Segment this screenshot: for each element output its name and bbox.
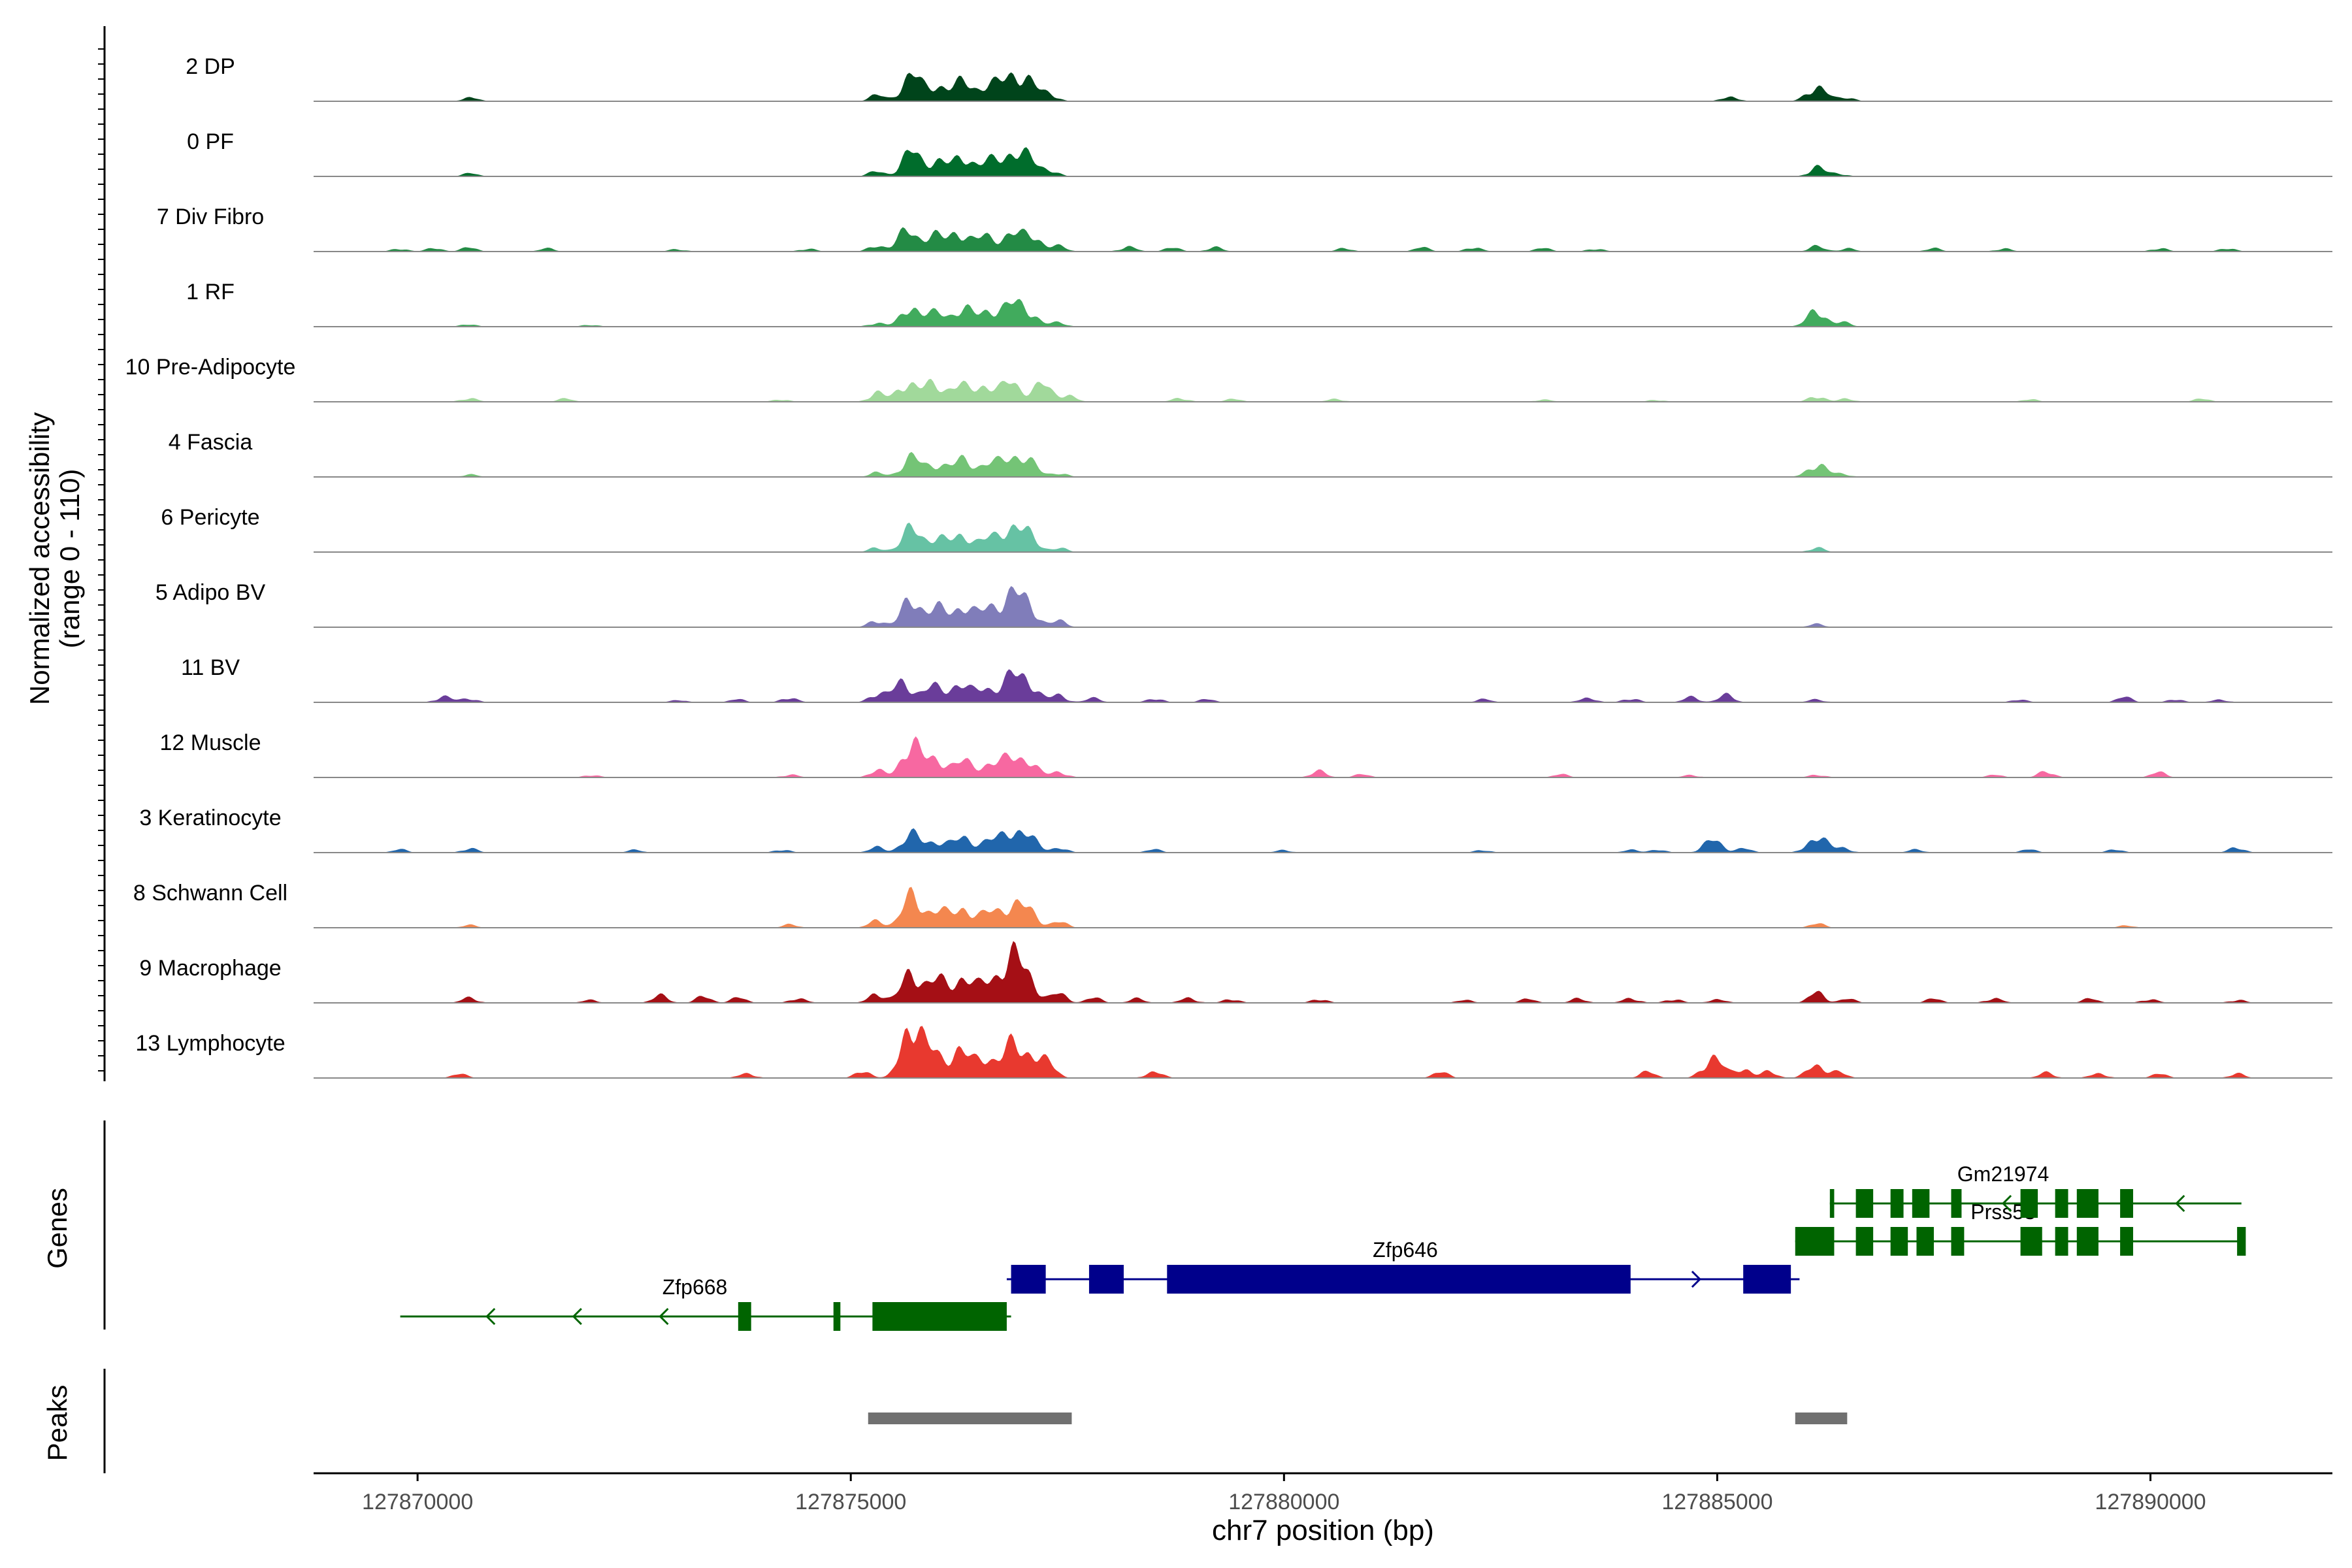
x-tick-label: 127885000	[1661, 1490, 1772, 1514]
gene-exon	[1890, 1227, 1908, 1256]
track-13-lymphocyte: 13 Lymphocyte	[135, 1026, 2332, 1079]
coverage-tracks: 2 DP 0 PF 7 Div Fibro 1 RF 10 Pre-Adipocyte 4…	[98, 26, 2332, 1081]
gene-exon	[2076, 1189, 2099, 1218]
gene-exon	[1011, 1265, 1046, 1294]
x-tick-label: 127875000	[795, 1490, 906, 1514]
track-label: 3 Keratinocyte	[139, 806, 281, 830]
track-8-schwann-cell: 8 Schwann Cell	[133, 881, 2332, 928]
coverage-area	[314, 522, 2332, 552]
gene-label: Gm21974	[1957, 1162, 2050, 1186]
strand-arrow	[1691, 1270, 1702, 1288]
strand-arrow	[485, 1307, 496, 1326]
peaks-panel	[103, 1369, 1848, 1473]
gene-exon	[2020, 1227, 2042, 1256]
track-label: 0 PF	[187, 129, 234, 154]
coverage-area	[314, 451, 2332, 477]
track-5-adipo-bv: 5 Adipo BV	[155, 580, 2332, 628]
coverage-area	[314, 736, 2332, 777]
coverage-area	[314, 586, 2332, 627]
track-label: 7 Div Fibro	[157, 204, 264, 229]
track-label: 6 Pericyte	[161, 505, 259, 530]
coverage-area	[314, 227, 2332, 252]
gene-exon	[2020, 1189, 2038, 1218]
track-label: 4 Fascia	[169, 430, 253, 455]
track-label: 9 Macrophage	[139, 956, 281, 981]
track-label: 2 DP	[186, 54, 235, 79]
peaks-panel-label: Peaks	[42, 1385, 73, 1462]
x-axis: 127870000 127875000 127880000 127885000 1278…	[314, 1472, 2332, 1514]
gene-label: Zfp668	[662, 1275, 728, 1299]
coverage-area	[314, 669, 2332, 702]
genes-panel-label: Genes	[42, 1188, 73, 1269]
strand-arrow	[572, 1307, 582, 1326]
gene-exon	[2120, 1227, 2133, 1256]
gene-zfp668: Zfp668	[400, 1275, 1011, 1331]
track-label: 8 Schwann Cell	[133, 881, 287, 906]
gene-exon	[1855, 1227, 1874, 1256]
track-label: 10 Pre-Adipocyte	[125, 355, 296, 380]
track-7-div-fibro: 7 Div Fibro	[157, 204, 2332, 252]
y-axis-title-line1: Normalized accessibility	[24, 412, 55, 705]
gene-exon	[2055, 1189, 2068, 1218]
coverage-area	[314, 72, 2332, 101]
coverage-area	[314, 147, 2332, 176]
gene-exon	[1167, 1265, 1631, 1294]
gene-exon	[1088, 1265, 1124, 1294]
strand-arrow	[2175, 1194, 2185, 1213]
gene-exon	[1951, 1189, 1962, 1218]
x-tick-label: 127880000	[1228, 1490, 1339, 1514]
gene-exon	[1855, 1189, 1874, 1218]
coverage-area	[314, 378, 2332, 402]
x-tick-label: 127890000	[2095, 1490, 2206, 1514]
gene-exon	[1951, 1227, 1965, 1256]
x-axis-title: chr7 position (bp)	[1212, 1514, 1434, 1546]
track-10-pre-adipocyte: 10 Pre-Adipocyte	[125, 355, 2332, 402]
track-label: 13 Lymphocyte	[135, 1031, 285, 1056]
strand-arrow	[659, 1307, 669, 1326]
track-2-dp: 2 DP	[186, 54, 2332, 102]
gene-zfp646: Zfp646	[1006, 1238, 1800, 1294]
gene-exon	[2120, 1189, 2133, 1218]
track-0-pf: 0 PF	[187, 129, 2332, 177]
y-axis-title-line2: (range 0 - 110)	[54, 469, 85, 649]
gene-exon	[738, 1302, 751, 1331]
coverage-area	[314, 1026, 2332, 1078]
track-1-rf: 1 RF	[186, 280, 2332, 327]
coverage-area	[314, 887, 2332, 928]
coverage-area	[314, 941, 2332, 1003]
gene-exon	[833, 1302, 841, 1331]
peak-region	[1795, 1413, 1848, 1424]
gene-exon	[1743, 1265, 1791, 1294]
gene-exon	[1795, 1227, 1835, 1256]
track-11-bv: 11 BV	[181, 655, 2332, 703]
coverage-area	[314, 299, 2332, 327]
track-9-macrophage: 9 Macrophage	[139, 941, 2332, 1004]
track-3-keratinocyte: 3 Keratinocyte	[139, 806, 2332, 853]
gene-exon	[1829, 1189, 1835, 1218]
track-6-pericyte: 6 Pericyte	[161, 505, 2332, 553]
gene-exon	[2076, 1227, 2099, 1256]
track-4-fascia: 4 Fascia	[169, 430, 2332, 478]
track-label: 5 Adipo BV	[155, 580, 266, 605]
gene-exon	[1912, 1189, 1930, 1218]
gene-exon	[2237, 1227, 2246, 1256]
coverage-area	[314, 828, 2332, 853]
track-label: 12 Muscle	[160, 730, 261, 755]
gene-gm21974: Gm21974	[1829, 1162, 2242, 1218]
track-label: 1 RF	[186, 280, 235, 304]
strand-arrow	[2001, 1194, 2012, 1213]
gene-exon	[1916, 1227, 1934, 1256]
gene-label: Zfp646	[1373, 1238, 1438, 1262]
track-label: 11 BV	[181, 655, 240, 680]
gene-exon	[1890, 1189, 1904, 1218]
peak-region	[868, 1413, 1072, 1424]
track-12-muscle: 12 Muscle	[160, 730, 2332, 778]
gene-exon	[872, 1302, 1007, 1331]
x-tick-label: 127870000	[362, 1490, 473, 1514]
gene-exon	[2055, 1227, 2068, 1256]
